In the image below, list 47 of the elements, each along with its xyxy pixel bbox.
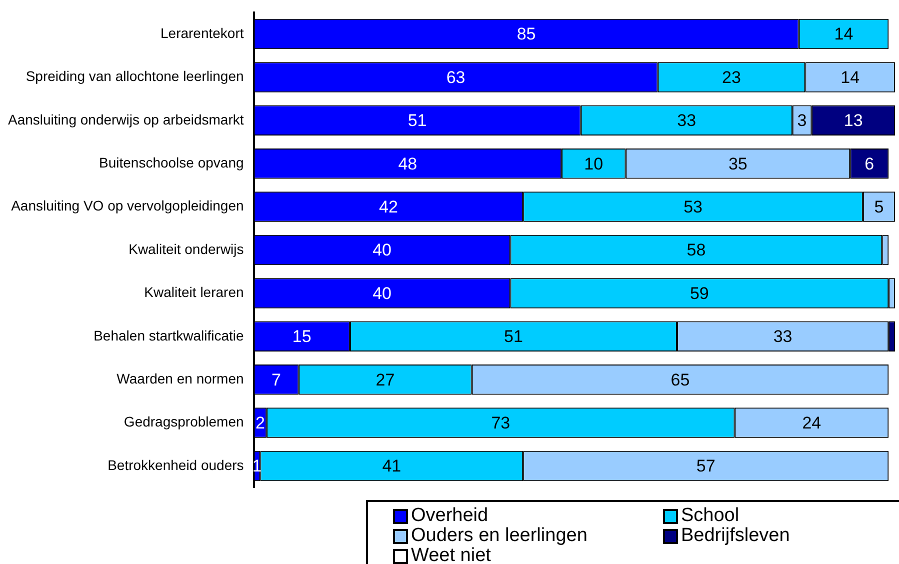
data-label: 53 [684,197,702,216]
data-label: 35 [728,154,748,174]
y-tick-label: Kwaliteit onderwijs [128,240,244,257]
data-label: 51 [504,327,523,346]
data-label: 51 [408,111,427,130]
data-label: 33 [677,111,696,130]
y-tick-label: Behalen startkwalificatie [94,327,244,344]
data-label: 33 [773,327,792,346]
legend-label: Weet niet [411,545,491,564]
data-label: 63 [446,68,466,87]
y-tick-label: Spreiding van allochtone leerlingen [26,68,244,84]
data-label: 7 [271,370,281,390]
data-label: 2 [255,413,265,432]
data-label: 23 [722,68,741,87]
y-tick-label: Aansluiting VO op vervolgopleidingen [11,198,244,214]
legend-label: Bedrijfsleven [681,525,790,546]
data-label: 59 [690,284,709,303]
data-label: 6 [864,154,874,174]
legend-label: Overheid [411,505,488,526]
y-tick-label: Buitenschoolse opvang [99,154,244,170]
y-tick-label: Aansluiting onderwijs op arbeidsmarkt [8,111,244,128]
data-label: 14 [840,68,860,87]
y-tick-label: Lerarentekort [160,24,244,41]
y-tick-label: Waarden en normen [116,370,244,386]
y-tick-label: Kwaliteit leraren [144,284,244,300]
legend-label: Ouders en leerlingen [411,525,588,546]
legend-label: School [681,505,740,526]
data-label: 42 [378,197,398,216]
data-label: 24 [802,413,822,432]
data-label: 13 [844,111,863,130]
y-tick-label: Betrokkenheid ouders [108,456,244,473]
data-label: 73 [491,413,510,432]
y-tick-label: Gedragsproblemen [124,414,244,430]
data-label: 48 [398,154,418,174]
data-label: 27 [376,370,395,390]
data-label: 85 [516,24,536,44]
data-label: 10 [584,154,604,174]
data-label: 3 [797,111,807,130]
data-label: 58 [686,240,706,260]
data-label: 15 [292,327,312,346]
data-label: 40 [372,240,392,260]
data-label: 41 [382,456,402,476]
data-label: 57 [696,456,716,476]
data-label: 5 [874,197,884,216]
data-label: 14 [834,24,854,44]
data-label: 40 [372,284,392,303]
data-label: 65 [670,370,690,390]
